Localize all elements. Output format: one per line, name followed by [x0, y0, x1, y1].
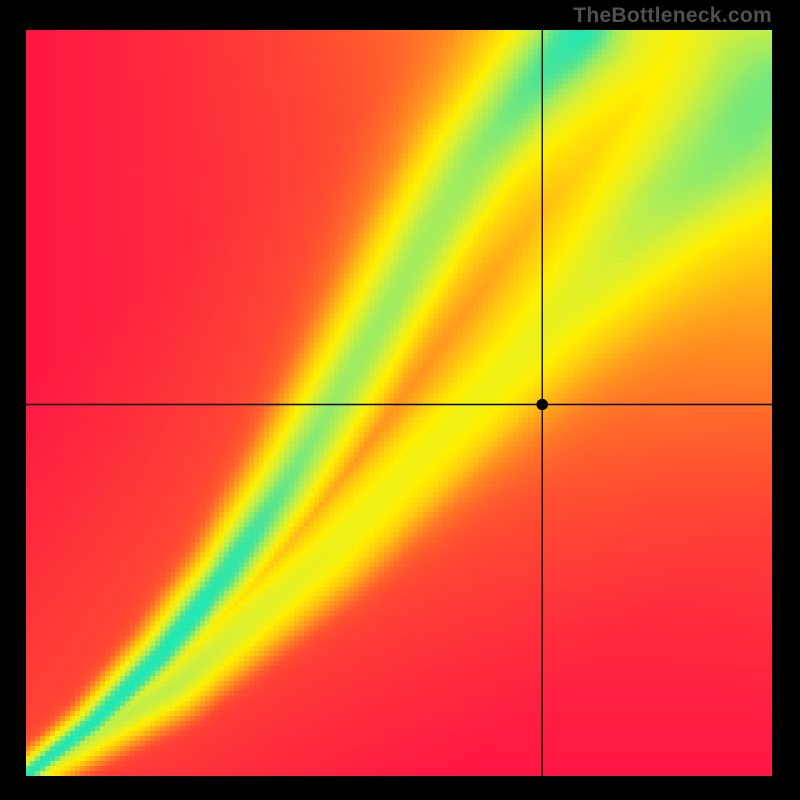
watermark-text: TheBottleneck.com: [573, 4, 772, 28]
chart-container: TheBottleneck.com: [0, 0, 800, 800]
heatmap-canvas: [26, 30, 772, 776]
plot-area: [26, 30, 772, 776]
